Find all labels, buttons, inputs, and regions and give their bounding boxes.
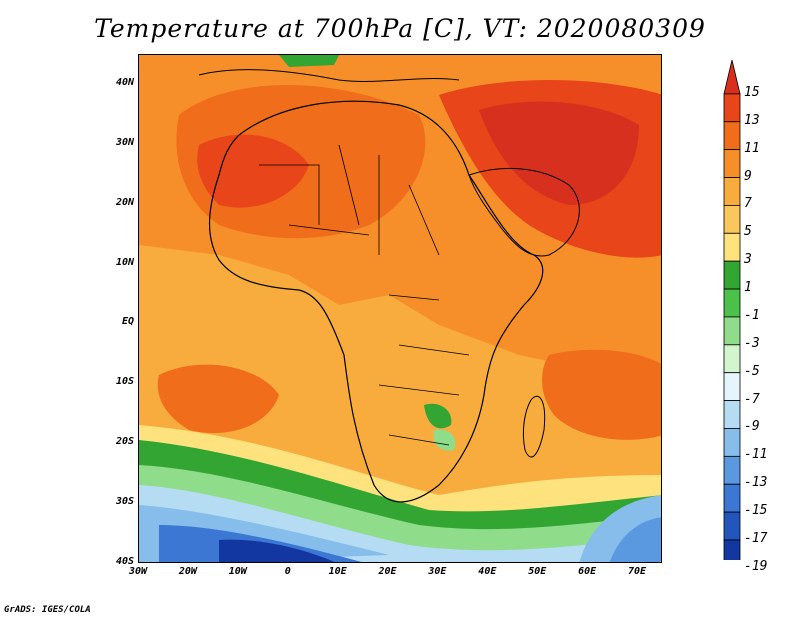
colorbar-label: 9	[744, 168, 752, 184]
lat-label: 30S	[115, 496, 134, 508]
colorbar-label: -3	[744, 335, 760, 351]
colorbar-band	[723, 177, 741, 206]
colorbar-band	[723, 455, 741, 485]
colorbar-label: 5	[744, 224, 752, 240]
colorbar	[723, 60, 741, 560]
colorbar-label: -17	[744, 531, 768, 546]
colorbar-band	[723, 372, 741, 401]
lon-label: 0	[284, 566, 291, 577]
colorbar-band	[723, 400, 741, 429]
colorbar-top-arrow	[723, 60, 741, 95]
lat-label: 30N	[115, 136, 134, 148]
lat-label: 40S	[115, 556, 134, 567]
lat-label: 20S	[115, 436, 134, 448]
lon-label: 50E	[528, 566, 547, 577]
chart-title: Temperature at 700hPa [C], VT: 202008030…	[94, 14, 706, 43]
lat-label: 10N	[115, 256, 134, 268]
colorbar-label: -7	[744, 391, 760, 407]
colorbar-label: -11	[744, 447, 768, 463]
colorbar-label: -15	[744, 503, 768, 519]
map-panel	[138, 54, 662, 563]
colorbar-label: 3	[744, 252, 752, 268]
colorbar-band	[723, 260, 741, 290]
colorbar-band	[723, 288, 741, 318]
colorbar-band	[723, 93, 741, 123]
lon-label: 70E	[628, 566, 647, 577]
colorbar-band	[723, 428, 741, 457]
colorbar-band	[723, 232, 741, 262]
colorbar-label: 1	[744, 280, 752, 296]
colorbar-band	[723, 511, 741, 541]
colorbar-band	[723, 121, 741, 151]
lat-label: 40N	[115, 76, 134, 88]
lon-label: 10W	[228, 566, 247, 577]
colorbar-band	[723, 483, 741, 513]
colorbar-label: 7	[744, 196, 752, 212]
colorbar-band	[723, 539, 741, 560]
colorbar-label: -9	[744, 419, 760, 435]
credit-text: GrADS: IGES/COLA	[4, 605, 91, 615]
lon-label: 20W	[178, 566, 197, 577]
temperature-map	[139, 55, 661, 562]
lon-label: 30W	[128, 566, 148, 577]
colorbar-label: -13	[744, 475, 768, 491]
lon-label: 20E	[378, 566, 397, 577]
colorbar-label: 13	[744, 112, 760, 128]
colorbar-band	[723, 205, 741, 234]
lon-label: 10E	[328, 566, 347, 577]
colorbar-label: -19	[744, 558, 768, 574]
lat-label: EQ	[121, 316, 134, 328]
lon-label: 40E	[478, 566, 497, 577]
lon-label: 60E	[578, 566, 597, 577]
colorbar-label: -1	[744, 307, 760, 323]
lat-label: 10S	[115, 376, 134, 388]
colorbar-band	[723, 149, 741, 178]
colorbar-label: -5	[744, 363, 760, 379]
colorbar-label: 15	[744, 84, 760, 100]
colorbar-band	[723, 344, 741, 374]
lon-label: 30E	[428, 566, 447, 577]
colorbar-label: 11	[744, 140, 760, 156]
lat-label: 20N	[115, 196, 134, 208]
colorbar-band	[723, 316, 741, 346]
